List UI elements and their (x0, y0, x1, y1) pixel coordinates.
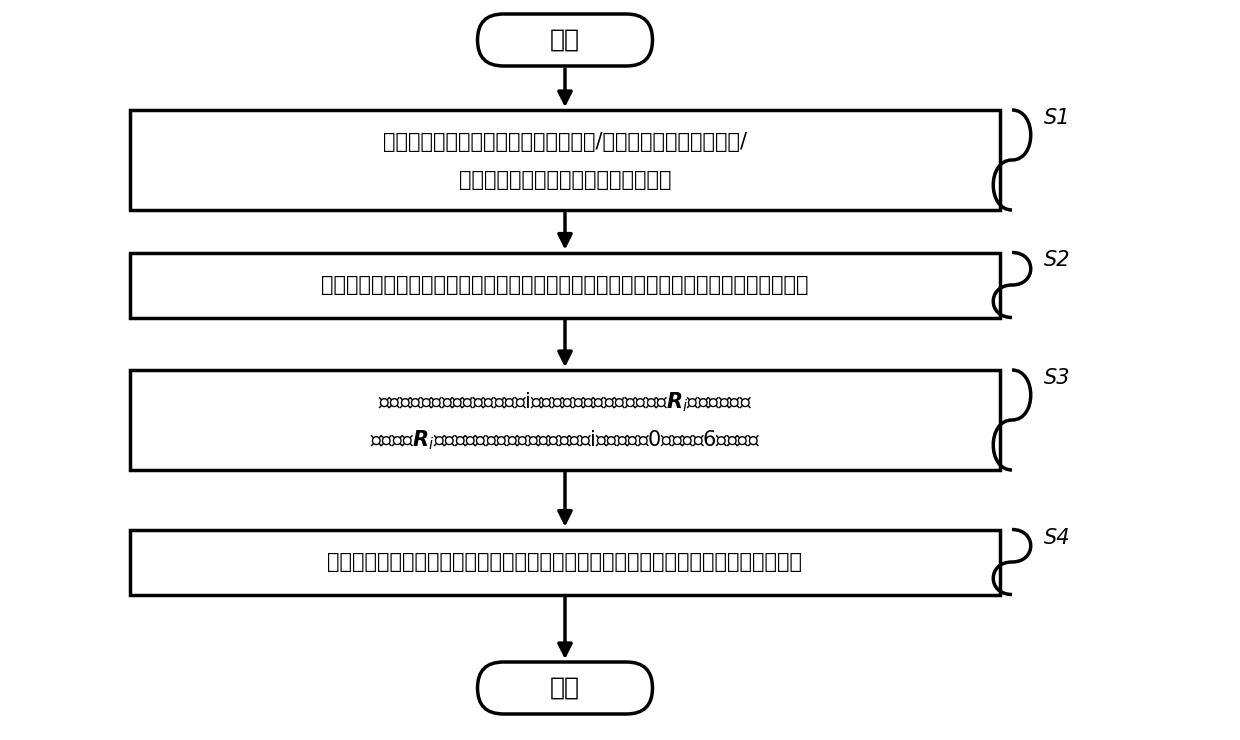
Text: 根据所述故障电机所驱动的桨翅i的序号选择相对应的映射矩阵$\boldsymbol{R}_i$，并根据所述: 根据所述故障电机所驱动的桨翅i的序号选择相对应的映射矩阵$\boldsymbol… (378, 390, 751, 414)
Text: S1: S1 (1044, 108, 1070, 128)
Text: S3: S3 (1044, 368, 1070, 388)
Text: 采集六旋翅无人机上多个电机的电流和/或电压，根据所述电流和/: 采集六旋翅无人机上多个电机的电流和/或电压，根据所述电流和/ (383, 132, 746, 152)
Text: S4: S4 (1044, 528, 1070, 548)
FancyBboxPatch shape (130, 370, 999, 470)
FancyBboxPatch shape (477, 662, 652, 714)
Text: 映射矩阵$\boldsymbol{R}_i$将输入姿态角转换为控制姿态角，i为大于等于0小于等于6的自然数: 映射矩阵$\boldsymbol{R}_i$将输入姿态角转换为控制姿态角，i为大… (370, 428, 760, 452)
Text: 将所述控制姿态角输入所述六旋翅无人机的飞行控制模块以控制所述六旋翅无人机飞行: 将所述控制姿态角输入所述六旋翅无人机的飞行控制模块以控制所述六旋翅无人机飞行 (327, 552, 802, 572)
Text: 结束: 结束 (551, 676, 580, 700)
FancyBboxPatch shape (130, 110, 999, 210)
Text: S2: S2 (1044, 251, 1070, 271)
Text: 当判断出一所述电机为故障电机时，关闭另一与所述故障电机相邻且转动方向相反的电机: 当判断出一所述电机为故障电机时，关闭另一与所述故障电机相邻且转动方向相反的电机 (321, 275, 808, 295)
Text: 开始: 开始 (551, 28, 580, 52)
Text: 或电压判断每一所述电机是否存在故障: 或电压判断每一所述电机是否存在故障 (459, 170, 671, 190)
FancyBboxPatch shape (130, 252, 999, 317)
FancyBboxPatch shape (477, 14, 652, 66)
FancyBboxPatch shape (130, 530, 999, 594)
